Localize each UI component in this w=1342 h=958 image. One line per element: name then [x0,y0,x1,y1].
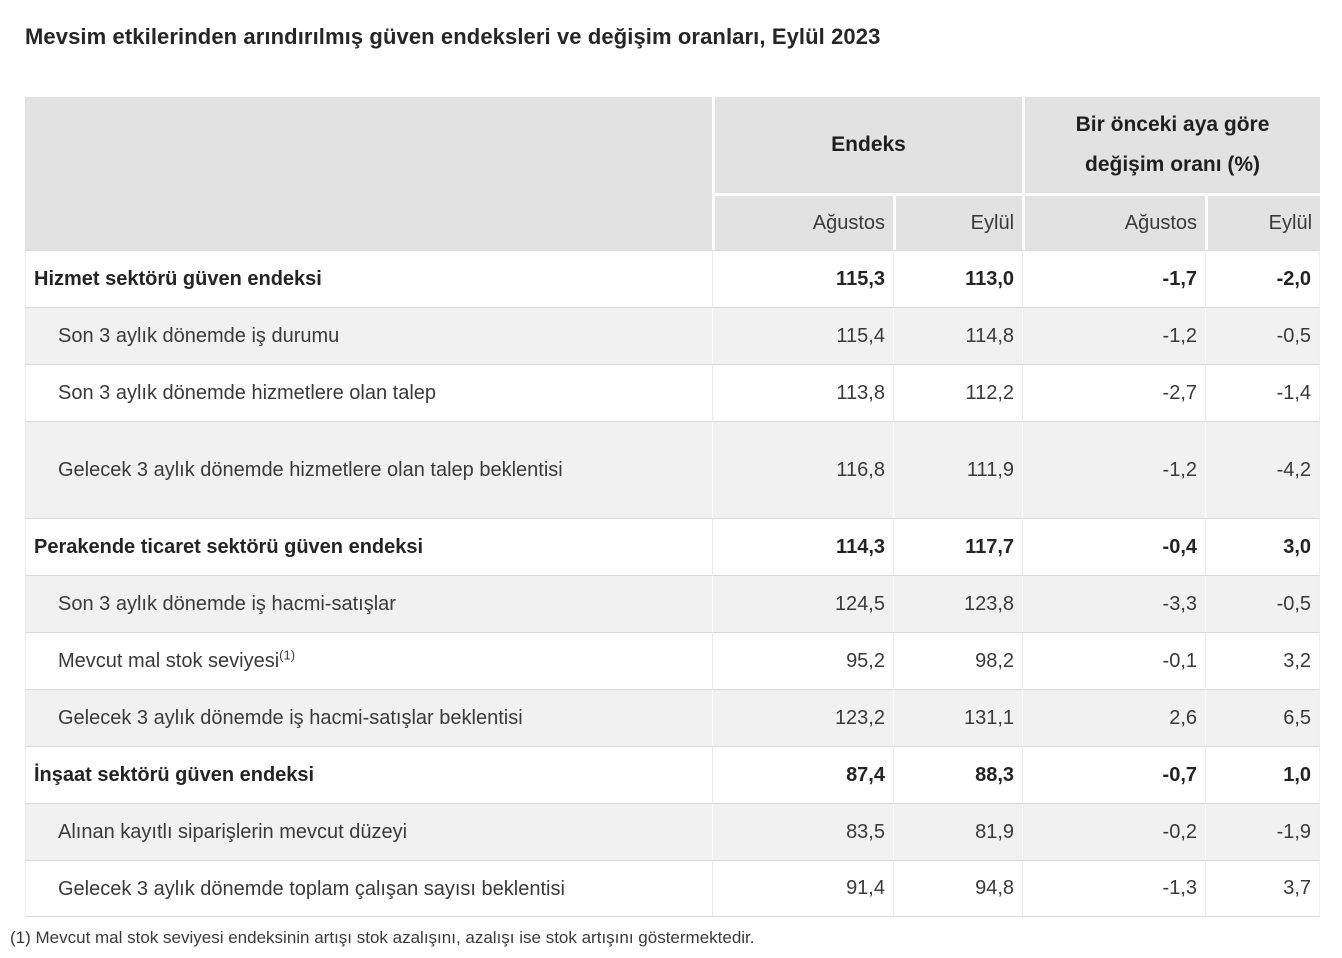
cell-change-agustos: -0,2 [1022,803,1206,860]
cell-change-agustos: -1,3 [1022,860,1206,917]
subheader-change-agustos: Ağustos [1022,193,1206,250]
subheader-change-eylul: Eylül [1205,193,1321,250]
sub-header-row: Ağustos Eylül Ağustos Eylül [25,193,1321,250]
cell-endeks-eylul: 81,9 [893,803,1023,860]
cell-change-eylul: 1,0 [1205,746,1321,803]
table-row: Gelecek 3 aylık dönemde toplam çalışan s… [25,860,1321,917]
cell-change-agustos: -1,2 [1022,421,1206,518]
cell-change-agustos: -0,7 [1022,746,1206,803]
corner-cell [25,97,712,250]
cell-endeks-eylul: 112,2 [893,364,1023,421]
cell-endeks-agustos: 115,3 [712,250,893,307]
cell-endeks-eylul: 131,1 [893,689,1023,746]
cell-change-eylul: -2,0 [1205,250,1321,307]
row-label: Hizmet sektörü güven endeksi [25,250,712,307]
subheader-endeks-agustos: Ağustos [712,193,893,250]
cell-change-agustos: 2,6 [1022,689,1206,746]
group-header-row: Endeks Bir önceki aya göre değişim oranı… [25,97,1321,250]
table-header: Endeks Bir önceki aya göre değişim oranı… [25,97,1321,250]
cell-change-agustos: -1,7 [1022,250,1206,307]
table-row: Alınan kayıtlı siparişlerin mevcut düzey… [25,803,1321,860]
cell-endeks-agustos: 123,2 [712,689,893,746]
table-row-section: İnşaat sektörü güven endeksi 87,4 88,3 -… [25,746,1321,803]
cell-endeks-eylul: 88,3 [893,746,1023,803]
cell-endeks-agustos: 116,8 [712,421,893,518]
cell-change-agustos: -2,7 [1022,364,1206,421]
cell-endeks-eylul: 114,8 [893,307,1023,364]
footnote-marker: (1) [279,647,296,663]
cell-endeks-agustos: 83,5 [712,803,893,860]
row-label-text: Mevcut mal stok seviyesi [58,650,280,672]
table-row: Son 3 aylık dönemde iş durumu 115,4 114,… [25,307,1321,364]
table-footnote: (1) Mevcut mal stok seviyesi endeksinin … [10,928,755,947]
subheader-endeks-eylul: Eylül [893,193,1023,250]
row-label: Mevcut mal stok seviyesi(1) [25,632,712,689]
table-row: Son 3 aylık dönemde hizmetlere olan tale… [25,364,1321,421]
cell-change-eylul: 3,0 [1205,518,1321,575]
column-group-change-rate: Bir önceki aya göre değişim oranı (%) [1022,97,1321,193]
cell-endeks-eylul: 123,8 [893,575,1023,632]
cell-change-eylul: -4,2 [1205,421,1321,518]
row-label: Alınan kayıtlı siparişlerin mevcut düzey… [25,803,712,860]
table-row: Son 3 aylık dönemde iş hacmi-satışlar 12… [25,575,1321,632]
table-body: Hizmet sektörü güven endeksi 115,3 113,0… [25,250,1321,917]
cell-endeks-agustos: 95,2 [712,632,893,689]
cell-endeks-eylul: 98,2 [893,632,1023,689]
table-row-section: Perakende ticaret sektörü güven endeksi … [25,518,1321,575]
row-label: İnşaat sektörü güven endeksi [25,746,712,803]
cell-endeks-agustos: 115,4 [712,307,893,364]
row-label: Son 3 aylık dönemde iş hacmi-satışlar [25,575,712,632]
cell-endeks-eylul: 113,0 [893,250,1023,307]
row-label: Son 3 aylık dönemde hizmetlere olan tale… [25,364,712,421]
cell-change-agustos: -1,2 [1022,307,1206,364]
cell-endeks-agustos: 91,4 [712,860,893,917]
cell-endeks-eylul: 94,8 [893,860,1023,917]
table-row: Mevcut mal stok seviyesi(1) 95,2 98,2 -0… [25,632,1321,689]
table-row: Gelecek 3 aylık dönemde iş hacmi-satışla… [25,689,1321,746]
cell-change-eylul: 6,5 [1205,689,1321,746]
cell-endeks-eylul: 117,7 [893,518,1023,575]
confidence-index-table: Endeks Bir önceki aya göre değişim oranı… [25,97,1321,917]
cell-change-eylul: 3,7 [1205,860,1321,917]
cell-endeks-agustos: 124,5 [712,575,893,632]
row-label: Gelecek 3 aylık dönemde hizmetlere olan … [25,421,712,518]
cell-endeks-eylul: 111,9 [893,421,1023,518]
cell-change-eylul: -1,9 [1205,803,1321,860]
column-group-endeks: Endeks [712,97,1023,193]
cell-change-eylul: 3,2 [1205,632,1321,689]
cell-change-agustos: -0,1 [1022,632,1206,689]
cell-endeks-agustos: 87,4 [712,746,893,803]
cell-change-agustos: -3,3 [1022,575,1206,632]
row-label: Son 3 aylık dönemde iş durumu [25,307,712,364]
table-row: Gelecek 3 aylık dönemde hizmetlere olan … [25,421,1321,518]
cell-change-eylul: -0,5 [1205,307,1321,364]
cell-endeks-agustos: 113,8 [712,364,893,421]
cell-change-eylul: -0,5 [1205,575,1321,632]
cell-change-eylul: -1,4 [1205,364,1321,421]
row-label: Gelecek 3 aylık dönemde iş hacmi-satışla… [25,689,712,746]
row-label: Perakende ticaret sektörü güven endeksi [25,518,712,575]
row-label: Gelecek 3 aylık dönemde toplam çalışan s… [25,860,712,917]
cell-change-agustos: -0,4 [1022,518,1206,575]
table-row-section: Hizmet sektörü güven endeksi 115,3 113,0… [25,250,1321,307]
page-title: Mevsim etkilerinden arındırılmış güven e… [25,24,881,49]
cell-endeks-agustos: 114,3 [712,518,893,575]
